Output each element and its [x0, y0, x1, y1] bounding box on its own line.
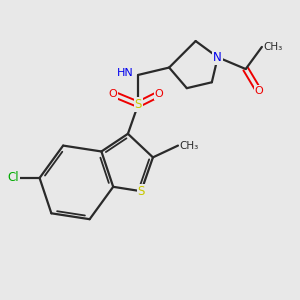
Text: N: N: [213, 51, 222, 64]
Text: O: O: [154, 89, 163, 99]
Text: S: S: [137, 185, 145, 198]
Text: Cl: Cl: [7, 172, 19, 184]
Text: S: S: [134, 98, 142, 111]
Text: HN: HN: [117, 68, 134, 78]
Text: O: O: [109, 89, 118, 99]
Text: CH₃: CH₃: [179, 141, 199, 151]
Text: CH₃: CH₃: [263, 42, 283, 52]
Text: O: O: [255, 86, 263, 96]
